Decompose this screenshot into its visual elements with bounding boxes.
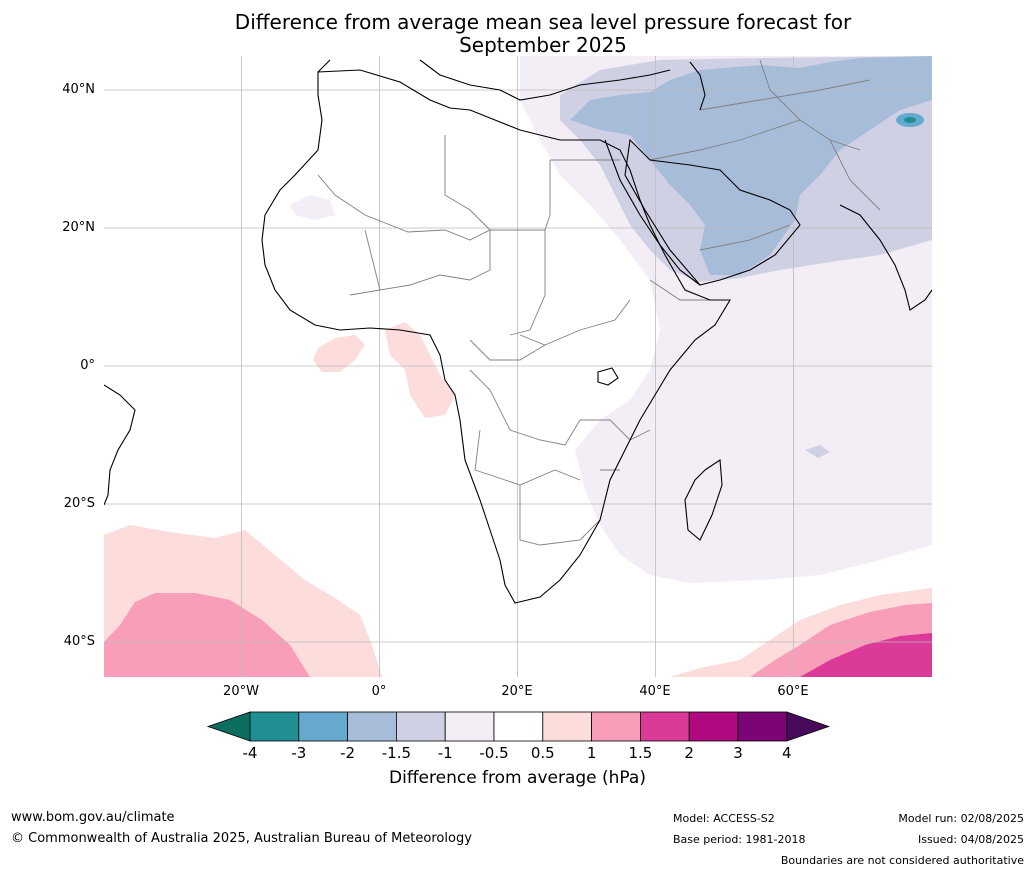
footer-model: Model: ACCESS-S2 xyxy=(673,812,775,825)
footer-url: www.bom.gov.au/climate xyxy=(11,810,175,825)
colorbar-tick-label: 2 xyxy=(684,744,694,762)
colorbar-tick-label: 1 xyxy=(586,744,597,762)
footer-copyright: © Commonwealth of Australia 2025, Austra… xyxy=(11,831,472,846)
colorbar-over-arrow xyxy=(786,711,831,742)
anomaly-region-pink-south-atlantic xyxy=(104,593,310,677)
colorbar-tick-label: 1.5 xyxy=(628,744,653,762)
footer-base-period: Base period: 1981-2018 xyxy=(673,833,806,846)
coastlines xyxy=(104,59,932,604)
lon-label-20e: 20°E xyxy=(501,684,533,699)
coast-africa xyxy=(261,69,731,604)
colorbar-segment xyxy=(444,711,495,742)
coast-madagascar xyxy=(684,459,723,541)
colorbar-segment xyxy=(493,711,544,742)
colorbar-segment xyxy=(737,711,788,742)
anomaly-region-light-purple-west xyxy=(290,195,335,220)
colorbar-under-arrow xyxy=(206,711,251,742)
anomaly-region-lavender-spot xyxy=(805,445,830,458)
colorbar-title: Difference from average (hPa) xyxy=(389,768,646,788)
map-title: Difference from average mean sea level p… xyxy=(100,11,986,57)
lat-label-equator: 0° xyxy=(80,358,95,373)
colorbar-tick-label: -1 xyxy=(437,744,453,762)
coast-south-america xyxy=(104,384,136,506)
anomaly-region-teal-spot xyxy=(904,117,916,123)
country-borders xyxy=(317,59,881,546)
colorbar-segment xyxy=(298,711,348,742)
colorbar-tick-label: -4 xyxy=(242,744,258,762)
footer-disclaimer: Boundaries are not considered authoritat… xyxy=(780,854,1024,867)
coast-europe xyxy=(317,59,671,101)
map-title-line-1: Difference from average mean sea level p… xyxy=(234,10,852,34)
coast-arabia xyxy=(624,138,801,286)
coast-caspian xyxy=(689,61,706,111)
lon-label-40e: 40°E xyxy=(639,684,671,699)
lat-label-40n: 40°N xyxy=(62,82,95,97)
colorbar-segment xyxy=(640,711,690,742)
colorbar-segment xyxy=(249,711,300,742)
lat-label-40s: 40°S xyxy=(63,634,95,649)
lat-label-20n: 20°N xyxy=(62,220,95,235)
anomaly-region-magenta-indian xyxy=(800,633,932,677)
coast-red-sea xyxy=(604,139,701,286)
coast-india xyxy=(839,204,932,311)
colorbar-segment xyxy=(542,711,592,742)
gridlines xyxy=(104,56,932,677)
colorbar-tick-label: -3 xyxy=(291,744,307,762)
colorbar-tick-label: 3 xyxy=(733,744,743,762)
coast-lake-victoria xyxy=(597,367,619,386)
lat-label-20s: 20°S xyxy=(63,496,95,511)
colorbar-segment xyxy=(591,711,641,742)
map-canvas xyxy=(104,56,932,677)
map-title-line-2: September 2025 xyxy=(459,33,627,57)
colorbar-tick-label: -2 xyxy=(340,744,356,762)
colorbar-tick-label: 4 xyxy=(782,744,792,762)
colorbar-segment xyxy=(688,711,739,742)
colorbar-segment xyxy=(347,711,397,742)
lon-label-0: 0° xyxy=(371,684,387,699)
colorbar-tick-label: 0.5 xyxy=(530,744,555,762)
footer-issued: Issued: 04/08/2025 xyxy=(917,833,1024,846)
anomaly-region-pale-pink-gulf xyxy=(385,322,455,418)
colorbar-tick-label: -0.5 xyxy=(479,744,509,762)
lon-label-60e: 60°E xyxy=(777,684,809,699)
anomaly-region-pale-pink-atlantic xyxy=(313,335,365,372)
anomaly-region-light-blue xyxy=(570,56,932,275)
lon-label-20w: 20°W xyxy=(223,684,259,699)
colorbar-segment xyxy=(395,711,446,742)
footer-model-run: Model run: 02/08/2025 xyxy=(898,812,1024,825)
colorbar-tick-label: -1.5 xyxy=(381,744,412,762)
